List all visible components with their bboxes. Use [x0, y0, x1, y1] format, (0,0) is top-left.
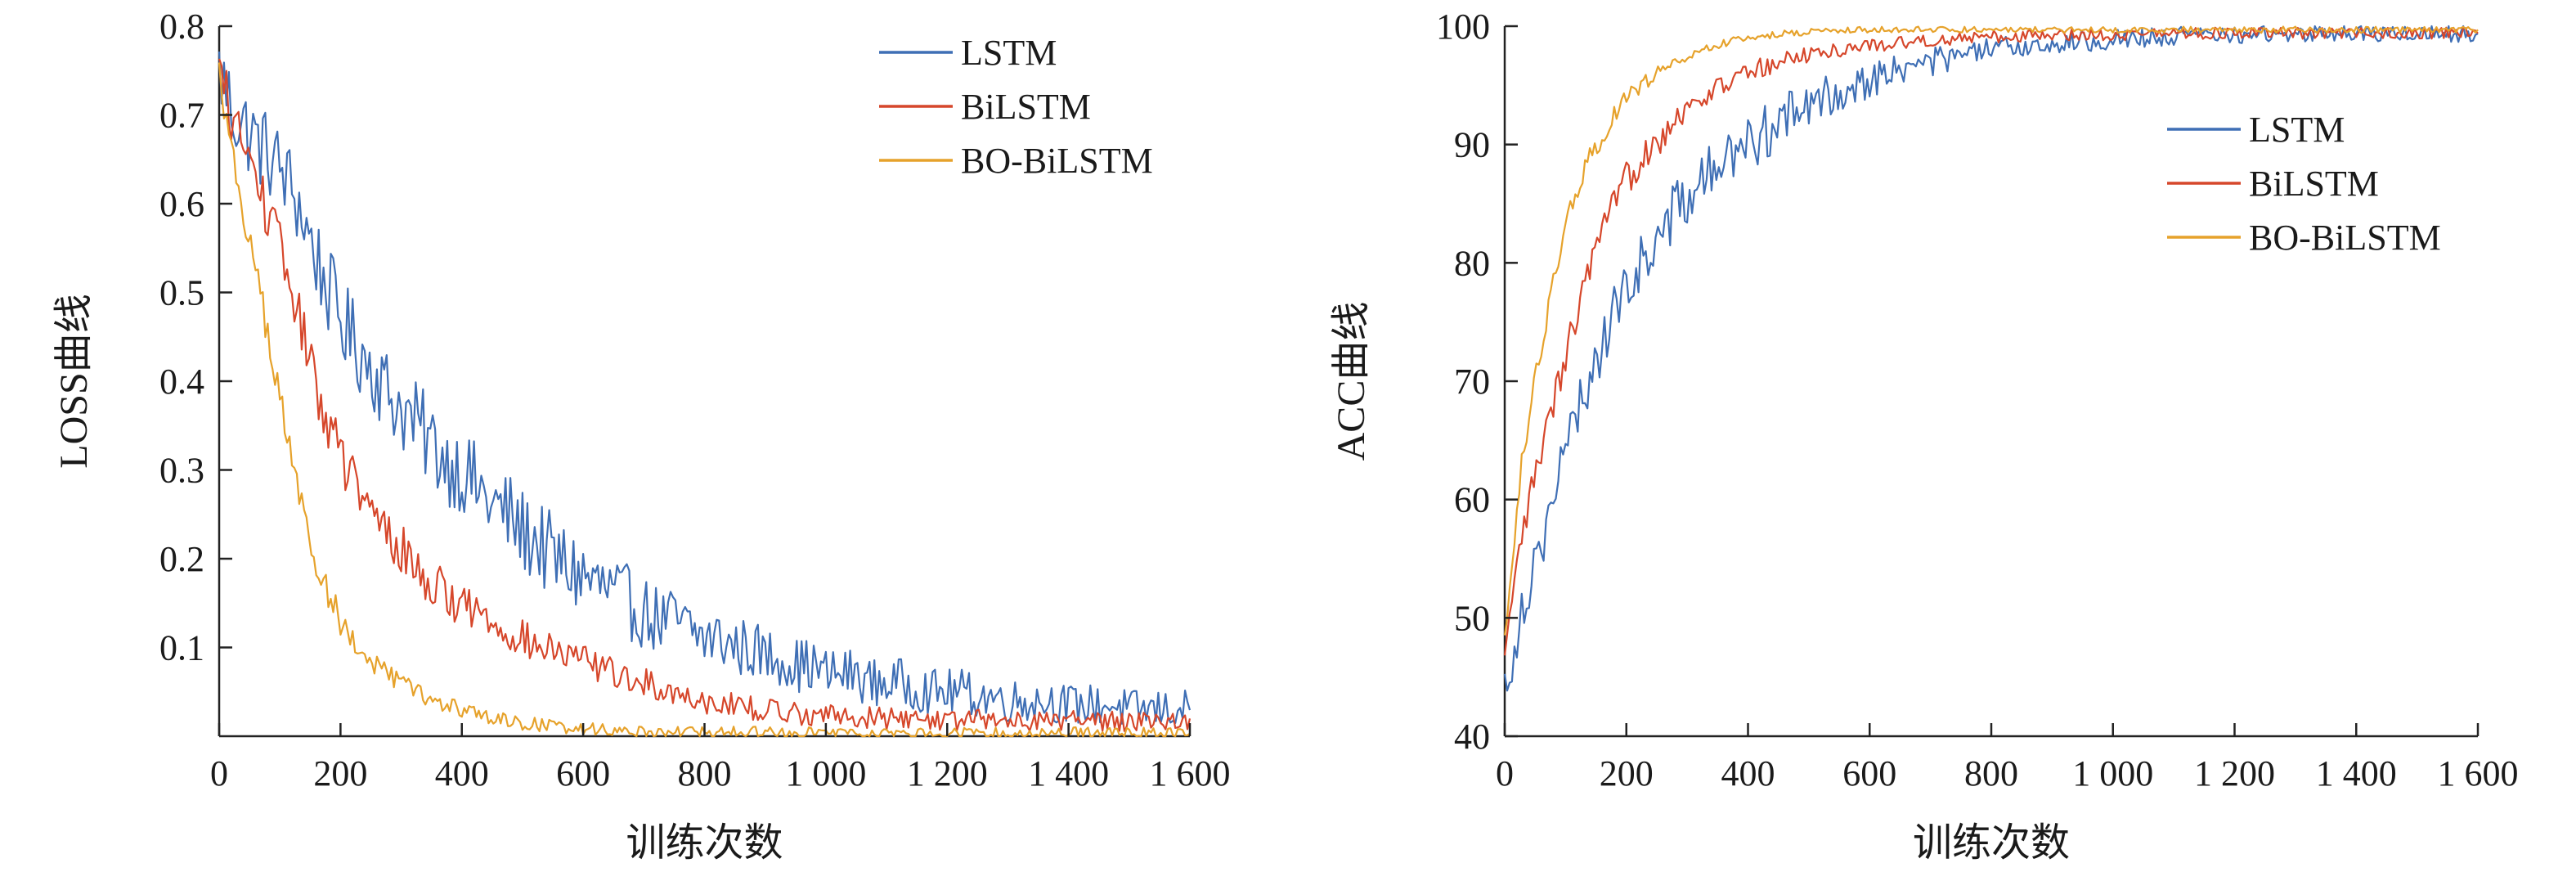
series-line-bilstm	[1503, 26, 2479, 656]
accuracy-chart: 0 200 400 600 800 1 000 1 200 1 400 1 600 40 50 60 7…	[1330, 7, 2519, 865]
x-tick-label: 400	[1721, 753, 1775, 793]
x-tick-label: 600	[1842, 753, 1896, 793]
x-tick-label: 200	[313, 753, 367, 793]
loss-chart: 0 200 400 600 800 1 000 1 200 1 400 1 600 0.1 0.2 0…	[52, 7, 1231, 865]
y-axis-label: ACC曲线	[1330, 302, 1373, 461]
series-line-lstm	[1503, 25, 2479, 692]
x-tick-label: 1 400	[1028, 753, 1109, 793]
x-tick-label: 1 600	[1150, 753, 1231, 793]
y-tick-label: 0.2	[159, 539, 204, 579]
y-tick-label: 90	[1454, 125, 1490, 165]
x-tick-label: 800	[678, 753, 732, 793]
y-tick-label: 0.5	[159, 273, 204, 313]
y-tick-label: 0.6	[159, 184, 204, 224]
legend-label: BO-BiLSTM	[961, 141, 1153, 181]
y-tick-label: 80	[1454, 243, 1490, 283]
y-axis-label: LOSS曲线	[52, 294, 96, 468]
x-tick-label: 1 200	[2194, 753, 2275, 793]
x-tick-label: 800	[1964, 753, 2018, 793]
legend-label: BiLSTM	[2249, 164, 2379, 204]
x-tick-label: 0	[210, 753, 228, 793]
x-tick-label: 1 400	[2316, 753, 2397, 793]
y-tick-label: 0.4	[159, 362, 204, 402]
legend-label: BO-BiLSTM	[2249, 218, 2441, 258]
x-tick-label: 1 000	[2072, 753, 2153, 793]
legend: LSTM BiLSTM BO-BiLSTM	[879, 33, 1153, 181]
x-axis-label: 训练次数	[1913, 821, 2070, 865]
x-tick-label: 400	[435, 753, 489, 793]
series-line-lstm	[218, 51, 1192, 725]
x-tick-label: 1 200	[907, 753, 988, 793]
x-tick-label: 600	[556, 753, 610, 793]
y-tick-label: 50	[1454, 598, 1490, 638]
series-line-bilstm	[218, 58, 1192, 732]
legend-label: LSTM	[2249, 110, 2345, 150]
x-tick-label: 0	[1496, 753, 1514, 793]
legend: LSTM BiLSTM BO-BiLSTM	[2167, 110, 2441, 258]
x-tick-label: 200	[1600, 753, 1654, 793]
legend-label: BiLSTM	[961, 87, 1091, 127]
y-tick-label: 60	[1454, 480, 1490, 520]
y-tick-label: 0.1	[159, 628, 204, 668]
x-axis-label: 训练次数	[626, 821, 783, 865]
y-tick-label: 0.7	[159, 96, 204, 136]
y-tick-label: 70	[1454, 362, 1490, 402]
series-line-bo-bilstm	[1503, 25, 2479, 636]
y-tick-label: 0.3	[159, 451, 204, 491]
x-tick-label: 1 000	[785, 753, 866, 793]
y-tick-label: 100	[1436, 7, 1490, 47]
legend-label: LSTM	[961, 33, 1057, 73]
y-tick-label: 40	[1454, 717, 1490, 757]
x-tick-label: 1 600	[2438, 753, 2519, 793]
y-tick-label: 0.8	[159, 7, 204, 47]
